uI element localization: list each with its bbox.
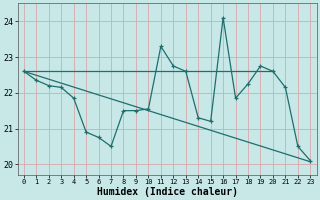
X-axis label: Humidex (Indice chaleur): Humidex (Indice chaleur) <box>97 186 237 197</box>
